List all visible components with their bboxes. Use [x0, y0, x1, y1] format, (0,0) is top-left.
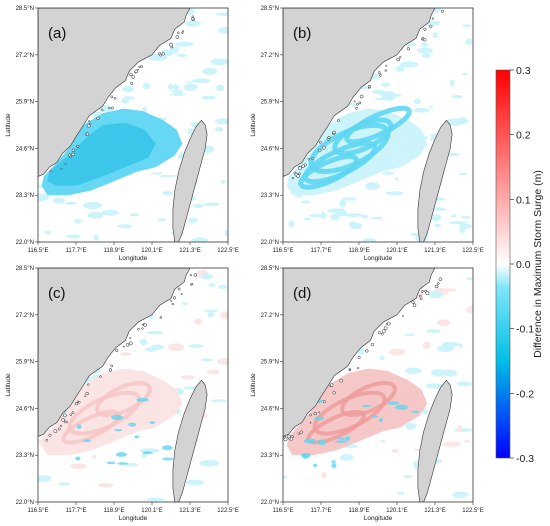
mainland-land — [283, 8, 436, 177]
x-axis-label: Longitude — [119, 515, 148, 522]
y-tick-label: 27.2°N — [261, 53, 279, 59]
panel-label: (b) — [293, 25, 311, 42]
taiwan-island — [417, 119, 453, 242]
panel-frame — [282, 267, 474, 503]
taiwan-island — [172, 119, 208, 242]
panel-frame — [282, 7, 474, 243]
x-tick-label: 122.5°E — [462, 508, 483, 514]
colorbar-tick-label: 0.1 — [516, 194, 531, 206]
y-tick-label: 25.9°N — [16, 100, 34, 106]
x-tick-label: 122.5°E — [217, 248, 238, 254]
y-tick-label: 22.0°N — [261, 240, 279, 246]
x-axis-label: Longitude — [364, 515, 393, 522]
colorbar-tick-label: 0.3 — [516, 65, 531, 77]
x-tick-label: 116.5°E — [28, 508, 49, 514]
mainland-land — [283, 268, 436, 437]
y-tick-label: 28.5°N — [261, 6, 279, 12]
map-panel: (b) 116.5°E 117.7°E 118.9°E 120.1°E 121.3°E 12… — [250, 6, 484, 262]
y-tick-label: 27.2°N — [261, 313, 279, 319]
y-axis-label: Latitude — [250, 113, 257, 137]
colorbar-tick-label: 0.2 — [516, 130, 531, 142]
colorbar-tick-label: -0.2 — [516, 388, 534, 400]
map-panels: (a) 116.5°E 117.7°E 118.9°E 120.1°E 121.3°E 12… — [5, 6, 484, 522]
colorbar-ticks: 0.3 0.2 0.1 0.0 -0.1 -0.2 -0.3 — [510, 65, 534, 465]
x-tick-label: 117.7°E — [66, 508, 87, 514]
colorbar-tick-label: -0.1 — [516, 324, 534, 336]
x-tick-label: 118.9°E — [349, 508, 370, 514]
x-tick-label: 116.5°E — [273, 248, 294, 254]
panel-frame — [37, 7, 229, 243]
surge-anomaly-region — [41, 108, 183, 196]
y-tick-label: 23.3°N — [16, 193, 34, 199]
y-axis-label: Latitude — [5, 113, 12, 137]
y-tick-label: 23.3°N — [16, 453, 34, 459]
y-tick-label: 25.9°N — [16, 360, 34, 366]
y-axis-label: Latitude — [5, 373, 12, 397]
y-tick-label: 23.3°N — [261, 453, 279, 459]
x-tick-label: 118.9°E — [104, 248, 125, 254]
x-tick-label: 120.1°E — [141, 508, 162, 514]
y-tick-label: 24.6°N — [16, 146, 34, 152]
x-tick-label: 118.9°E — [104, 508, 125, 514]
coastal-islets — [45, 273, 197, 442]
y-tick-label: 24.6°N — [16, 406, 34, 412]
coastal-islets — [291, 9, 444, 180]
y-tick-label: 24.6°N — [261, 406, 279, 412]
y-tick-label: 23.3°N — [261, 193, 279, 199]
mainland-land — [38, 268, 191, 437]
colorbar-tick-label: -0.3 — [516, 453, 534, 465]
x-tick-label: 122.5°E — [462, 248, 483, 254]
x-tick-label: 122.5°E — [217, 508, 238, 514]
y-tick-label: 27.2°N — [16, 53, 34, 59]
surge-anomaly-region — [286, 105, 428, 196]
x-tick-label: 121.3°E — [424, 248, 445, 254]
mainland-land — [38, 8, 191, 177]
colorbar-label: Difference in Maximum Storm Surge (m) — [532, 170, 544, 358]
y-tick-label: 28.5°N — [16, 266, 34, 272]
x-tick-label: 120.1°E — [141, 248, 162, 254]
taiwan-island — [172, 379, 208, 502]
y-axis-label: Latitude — [250, 373, 257, 397]
x-tick-label: 120.1°E — [386, 508, 407, 514]
x-tick-label: 120.1°E — [386, 248, 407, 254]
taiwan-island — [417, 379, 453, 502]
x-tick-label: 116.5°E — [273, 508, 294, 514]
surge-anomaly-region — [41, 368, 183, 465]
y-tick-label: 28.5°N — [16, 6, 34, 12]
panel-frame — [37, 267, 229, 503]
y-tick-label: 25.9°N — [261, 360, 279, 366]
y-tick-label: 24.6°N — [261, 146, 279, 152]
x-tick-label: 116.5°E — [28, 248, 49, 254]
colorbar-tick-label: 0.0 — [516, 259, 531, 271]
panel-label: (a) — [48, 25, 66, 42]
x-tick-label: 117.7°E — [311, 248, 332, 254]
y-tick-label: 25.9°N — [261, 100, 279, 106]
panel-label: (c) — [48, 285, 66, 302]
x-tick-label: 117.7°E — [311, 508, 332, 514]
y-tick-label: 27.2°N — [16, 313, 34, 319]
x-tick-label: 121.3°E — [179, 248, 200, 254]
y-tick-label: 22.0°N — [16, 500, 34, 506]
x-tick-label: 121.3°E — [424, 508, 445, 514]
colorbar-gradient — [495, 69, 511, 459]
y-tick-label: 22.0°N — [16, 240, 34, 246]
colorbar: 0.3 0.2 0.1 0.0 -0.1 -0.2 -0.3 Difference in M… — [495, 65, 544, 465]
map-panel: (c) 116.5°E 117.7°E 118.9°E 120.1°E 121.3°E 12… — [5, 266, 239, 522]
map-panel: (d) 116.5°E 117.7°E 118.9°E 120.1°E 121.3°E 12… — [250, 266, 484, 522]
y-tick-label: 28.5°N — [261, 266, 279, 272]
x-axis-label: Longitude — [364, 255, 393, 262]
x-tick-label: 121.3°E — [179, 508, 200, 514]
coastal-islets — [49, 15, 195, 173]
map-panel: (a) 116.5°E 117.7°E 118.9°E 120.1°E 121.3°E 12… — [5, 6, 239, 262]
x-tick-label: 118.9°E — [349, 248, 370, 254]
x-tick-label: 117.7°E — [66, 248, 87, 254]
panel-label: (d) — [293, 285, 311, 302]
y-tick-label: 22.0°N — [261, 500, 279, 506]
x-axis-label: Longitude — [119, 255, 148, 262]
coastal-islets — [283, 277, 443, 442]
